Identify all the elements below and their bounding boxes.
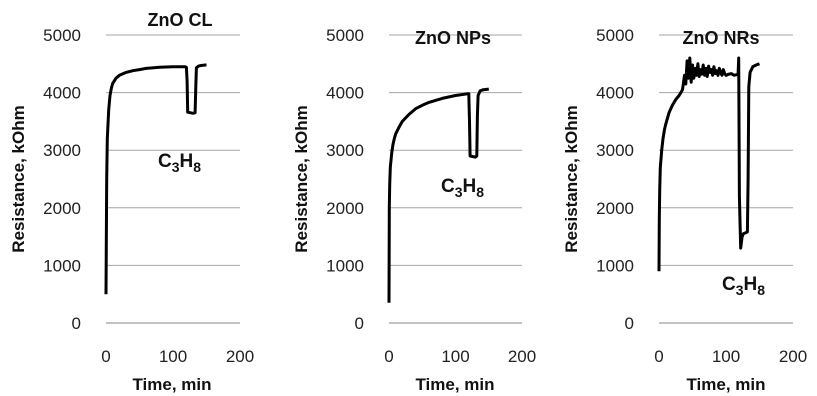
annot-sub-3: 3 bbox=[172, 159, 180, 175]
c3h8-annotation: C3H8 bbox=[158, 151, 201, 175]
y-tick-label: 3000 bbox=[326, 141, 364, 160]
y-tick-label: 1000 bbox=[326, 256, 364, 275]
annot-sub-3: 3 bbox=[455, 184, 463, 200]
annot-sub-3: 3 bbox=[736, 282, 744, 298]
annot-h: H bbox=[744, 274, 758, 295]
y-tick-label: 2000 bbox=[43, 199, 81, 218]
x-tick-label: 100 bbox=[712, 347, 740, 366]
y-tick-labels: 0 1000 2000 3000 4000 5000 bbox=[596, 26, 634, 333]
y-tick-label: 5000 bbox=[326, 26, 364, 45]
x-axis-title: Time, min bbox=[415, 375, 494, 394]
y-tick-label: 4000 bbox=[326, 84, 364, 103]
annot-c: C bbox=[722, 274, 736, 295]
y-tick-labels: 0 1000 2000 3000 4000 5000 bbox=[326, 26, 364, 333]
y-tick-label: 0 bbox=[355, 314, 364, 333]
x-axis-title: Time, min bbox=[686, 375, 765, 394]
y-tick-label: 0 bbox=[72, 314, 81, 333]
x-tick-labels: 0 100 200 bbox=[384, 347, 536, 366]
chart-title: ZnO CL bbox=[148, 10, 213, 30]
chart-zno-nrs: 0 1000 2000 3000 4000 5000 0 100 200 ZnO NRs Ti… bbox=[562, 26, 807, 394]
y-tick-label: 5000 bbox=[596, 26, 634, 45]
gridlines bbox=[389, 34, 522, 266]
x-tick-label: 100 bbox=[441, 347, 469, 366]
series-line bbox=[387, 87, 489, 303]
annot-h: H bbox=[463, 176, 477, 197]
x-tick-label: 0 bbox=[654, 347, 663, 366]
chart-title: ZnO NPs bbox=[415, 28, 491, 48]
y-tick-label: 1000 bbox=[596, 256, 634, 275]
y-tick-label: 2000 bbox=[326, 199, 364, 218]
x-tick-labels: 0 100 200 bbox=[654, 347, 807, 366]
gridlines bbox=[659, 34, 793, 266]
c3h8-annotation: C3H8 bbox=[441, 176, 484, 200]
x-tick-label: 200 bbox=[779, 347, 807, 366]
y-axis-title: Resistance, kOhm bbox=[9, 105, 28, 252]
annot-c: C bbox=[158, 151, 172, 172]
y-tick-label: 4000 bbox=[596, 84, 634, 103]
chart-zno-cl: 0 1000 2000 3000 4000 5000 0 100 200 ZnO CL Tim… bbox=[9, 10, 254, 394]
y-tick-label: 3000 bbox=[43, 141, 81, 160]
annot-sub-8: 8 bbox=[757, 282, 765, 298]
annot-c: C bbox=[441, 176, 455, 197]
x-tick-label: 200 bbox=[508, 347, 536, 366]
x-tick-label: 200 bbox=[226, 347, 254, 366]
x-axis-title: Time, min bbox=[132, 375, 211, 394]
y-tick-label: 5000 bbox=[43, 26, 81, 45]
x-tick-label: 100 bbox=[159, 347, 187, 366]
y-tick-label: 0 bbox=[625, 314, 634, 333]
c3h8-annotation: C3H8 bbox=[722, 274, 765, 298]
chart-zno-nps: 0 1000 2000 3000 4000 5000 0 100 200 ZnO NPs Ti… bbox=[292, 26, 536, 394]
y-tick-label: 4000 bbox=[43, 84, 81, 103]
x-tick-labels: 0 100 200 bbox=[101, 347, 254, 366]
x-tick-label: 0 bbox=[101, 347, 110, 366]
y-tick-label: 3000 bbox=[596, 141, 634, 160]
y-axis-title: Resistance, kOhm bbox=[562, 105, 581, 252]
chart-title: ZnO NRs bbox=[682, 28, 759, 48]
y-tick-label: 1000 bbox=[43, 256, 81, 275]
annot-sub-8: 8 bbox=[193, 159, 201, 175]
gridlines bbox=[106, 34, 240, 266]
y-tick-label: 2000 bbox=[596, 199, 634, 218]
series-line bbox=[104, 63, 207, 295]
series-line bbox=[657, 56, 760, 272]
x-tick-label: 0 bbox=[384, 347, 393, 366]
y-tick-labels: 0 1000 2000 3000 4000 5000 bbox=[43, 26, 81, 333]
y-axis-title: Resistance, kOhm bbox=[292, 105, 311, 252]
annot-sub-8: 8 bbox=[476, 184, 484, 200]
annot-h: H bbox=[180, 151, 194, 172]
